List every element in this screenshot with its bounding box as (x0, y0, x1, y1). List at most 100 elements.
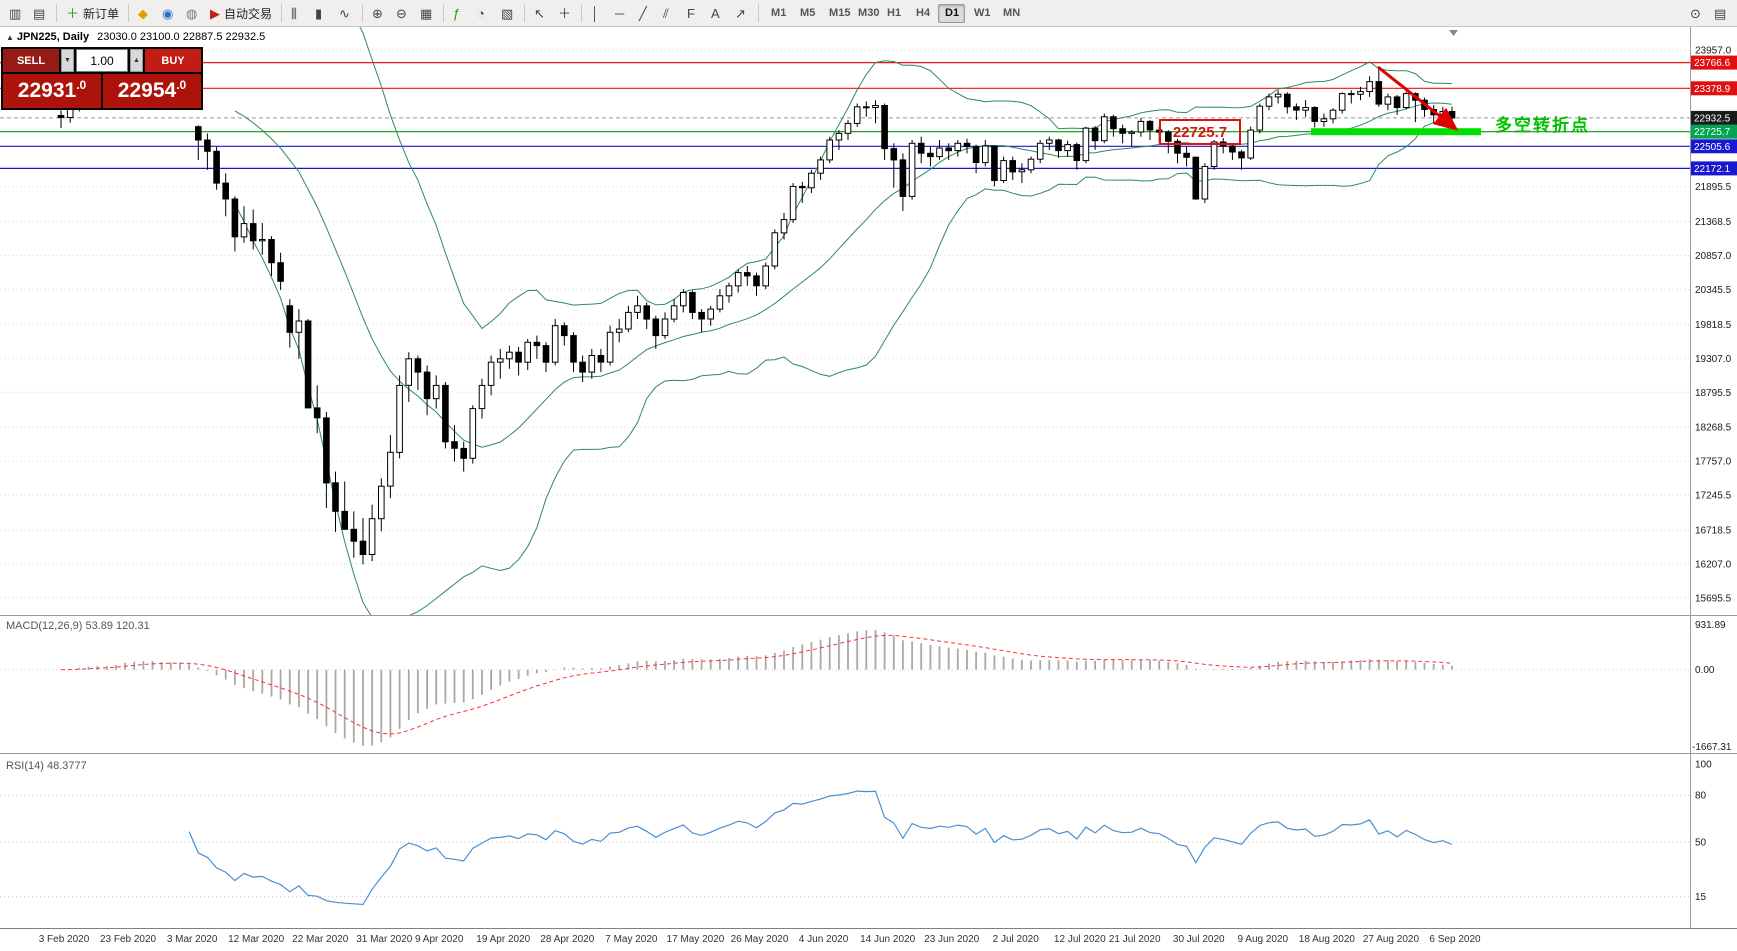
horizontal-line-button[interactable]: ─ (611, 3, 633, 24)
turning-point-label[interactable]: 多空转折点 (1495, 116, 1590, 135)
zoom-in-button[interactable]: ⊕ (368, 3, 390, 24)
rsi-pane[interactable]: 100 80 50 15 (0, 756, 1737, 928)
pane-divider[interactable] (0, 615, 1737, 616)
arrows-icon: ↗ (735, 5, 746, 21)
timeframe-h4-button[interactable]: H4 (909, 4, 936, 23)
price-axis-separator (1690, 27, 1691, 928)
price-axis-label: 17757.0 (1695, 457, 1732, 468)
volume-decrease-button[interactable]: ▼ (61, 49, 74, 72)
trendline-button[interactable]: ╱ (635, 3, 657, 24)
date-axis-label: 21 Jul 2020 (1108, 934, 1161, 945)
price-axis-label: 18268.5 (1695, 423, 1732, 434)
price-badge: 22505.6 (1691, 139, 1737, 154)
timeframe-h1-button[interactable]: H1 (880, 4, 907, 23)
timeframe-m30-button[interactable]: M30 (851, 4, 879, 23)
tile-windows-button[interactable]: ▦ (416, 3, 438, 24)
volume-increase-button[interactable]: ▲ (130, 49, 143, 72)
timeframe-m15-button[interactable]: M15 (822, 4, 850, 23)
crosshair-button[interactable]: ＋ (554, 3, 576, 24)
date-axis-label: 22 Mar 2020 (292, 934, 349, 945)
rsi-line (188, 790, 1453, 906)
one-click-trading-panel: SELL ▼ ▲ BUY 22931.0 22954.0 (1, 47, 203, 110)
search-button[interactable]: ⊙ (1686, 3, 1708, 24)
sell-button[interactable]: SELL (3, 49, 59, 72)
timeframe-d1-button[interactable]: D1 (938, 3, 966, 23)
period-button[interactable]: ◔ (473, 3, 495, 24)
vertical-line-button[interactable]: │ (587, 3, 609, 24)
market-button[interactable]: ◍ (182, 3, 204, 24)
toolbar-separator (362, 4, 364, 22)
timeframe-w1-button[interactable]: W1 (967, 4, 994, 23)
crosshair-icon: ＋ (558, 5, 572, 21)
date-axis-label: 6 Sep 2020 (1429, 934, 1481, 945)
bollinger-upper-band (359, 27, 1453, 330)
timeframe-m5-button[interactable]: M5 (793, 4, 820, 23)
price-badge: 23378.9 (1691, 81, 1737, 96)
time-axis[interactable]: 3 Feb 2020 23 Feb 2020 3 Mar 2020 12 Mar 20… (0, 928, 1737, 951)
toolbar-separator (443, 4, 445, 22)
date-axis-label: 19 Apr 2020 (476, 934, 531, 945)
print-button[interactable]: ▤ (1710, 3, 1732, 24)
date-axis-label: 2 Jul 2020 (992, 934, 1039, 945)
date-axis-label: 23 Feb 2020 (99, 934, 157, 945)
bar-chart-icon: ⫼ (291, 5, 298, 21)
date-axis-label: 18 Aug 2020 (1298, 934, 1355, 945)
autotrading-button[interactable]: ▶ 自动交易 (206, 3, 276, 24)
price-axis-label: 19818.5 (1695, 320, 1732, 331)
date-axis-label: 14 Jun 2020 (860, 934, 916, 945)
macd-pane[interactable]: 931.89 0.00 -1667.31 (0, 616, 1737, 753)
rsi-label: RSI(14) 48.3777 (6, 760, 87, 772)
period-icon: ◔ (477, 5, 485, 21)
rsi-axis-label: 80 (1695, 791, 1707, 802)
pane-divider[interactable] (0, 753, 1737, 754)
collapse-trade-panel-icon[interactable]: ▲ (6, 33, 14, 42)
indicators-button[interactable]: ƒ (449, 3, 471, 24)
line-chart-button[interactable]: ∿ (335, 3, 357, 24)
toolbar-separator (581, 4, 583, 22)
zoom-out-button[interactable]: ⊖ (392, 3, 414, 24)
arrows-button[interactable]: ↗ (731, 3, 753, 24)
svg-text:22932.5: 22932.5 (1694, 113, 1731, 124)
date-axis-label: 9 Aug 2020 (1237, 934, 1289, 945)
trend-arrow[interactable] (1377, 65, 1459, 131)
vertical-line-icon: │ (591, 5, 600, 21)
fibonacci-icon: F (687, 5, 695, 21)
date-axis-label: 4 Jun 2020 (798, 934, 849, 945)
ask-price[interactable]: 22954.0 (103, 74, 201, 108)
svg-text:23378.9: 23378.9 (1694, 84, 1731, 95)
timeframe-m1-button[interactable]: M1 (764, 4, 791, 23)
metaeditor-button[interactable]: ◆ (134, 3, 156, 24)
rsi-axis-label: 50 (1695, 838, 1707, 849)
support-zone-bar[interactable] (1311, 128, 1481, 136)
svg-text:23766.6: 23766.6 (1694, 58, 1731, 69)
price-level-annotation[interactable]: 22725.7 (1159, 119, 1241, 145)
buy-button[interactable]: BUY (145, 49, 201, 72)
toolbar-separator (56, 4, 57, 22)
metaeditor-icon: ◆ (138, 5, 149, 21)
ohlc-readout: 23030.0 23100.0 22887.5 22932.5 (97, 31, 266, 43)
new-order-button[interactable]: ＋新订单 (62, 3, 123, 24)
community-icon: ◉ (162, 5, 174, 21)
chart-profiles-button[interactable]: ▤ (29, 3, 51, 24)
price-chart-pane[interactable]: 23957.0 21895.5 21368.5 20857.0 20345.5 19818… (0, 27, 1737, 616)
bid-price[interactable]: 22931.0 (3, 74, 101, 108)
channel-button[interactable]: ⫽ (659, 3, 681, 24)
text-label-button[interactable]: A (707, 3, 729, 24)
templates-button[interactable]: ▧ (497, 3, 519, 24)
symbol-info-line: ▲ JPN225, Daily 23030.0 23100.0 22887.5 22… (6, 31, 265, 43)
date-axis-label: 12 Mar 2020 (228, 934, 285, 945)
timeframe-mn-button[interactable]: MN (996, 4, 1023, 23)
date-axis-label: 28 Apr 2020 (540, 934, 595, 945)
cursor-button[interactable]: ↖ (530, 3, 552, 24)
price-axis-label: 21368.5 (1695, 217, 1732, 228)
community-button[interactable]: ◉ (158, 3, 180, 24)
candlestick-chart-button[interactable]: ▮ (311, 3, 333, 24)
new-chart-icon: ▥ (9, 5, 22, 21)
volume-input[interactable] (76, 49, 128, 72)
autotrading-icon: ▶ (210, 5, 221, 21)
fibonacci-button[interactable]: F (683, 3, 705, 24)
new-chart-button[interactable]: ▥ (5, 3, 27, 24)
price-axis-label: 16207.0 (1695, 559, 1732, 570)
bar-chart-button[interactable]: ⫼ (287, 3, 309, 24)
toolbar: ▥ ▤ ＋新订单 ◆ ◉ ◍ ▶ 自动交易 ⫼ ▮ ∿ ⊕ ⊖ ▦ ƒ ◔ ▧ ↖ ＋ │ ─ ╱ ⫽ F A ↗ M1 M5 M15 M… (0, 0, 1737, 27)
